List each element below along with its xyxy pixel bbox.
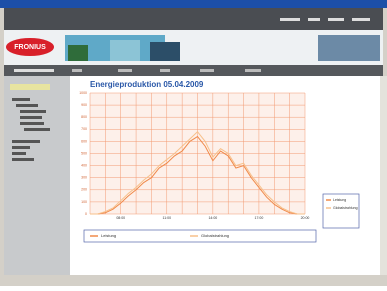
banner-image [110,40,140,61]
sidebar-item[interactable] [12,146,30,149]
nav-item[interactable] [160,69,170,72]
title-bar [0,0,387,8]
y-tick-label: 900 [81,103,87,107]
sidebar-item[interactable] [12,158,34,161]
x-tick-label: 14:00 [208,216,217,220]
x-tick-label: 20:00 [301,216,310,220]
x-tick-label: 17:00 [255,216,264,220]
sidebar-item[interactable] [10,84,50,90]
logo-text: FRONIUS [14,44,46,51]
y-tick-label: 600 [81,139,87,143]
banner-image [318,35,380,61]
nav-item[interactable] [14,69,54,72]
sidebar-item[interactable] [12,140,40,143]
y-tick-label: 200 [81,188,87,192]
top-menu [4,8,383,30]
legend-label: Leistung [333,198,346,202]
sidebar-item[interactable] [12,152,26,155]
nav-bar [4,65,383,76]
scrollbar[interactable] [380,76,387,275]
nav-item[interactable] [200,69,214,72]
x-tick-label: 08:00 [116,216,125,220]
sidebar-item[interactable] [20,110,46,113]
y-tick-label: 700 [81,127,87,131]
browser-window: FRONIUS Energieproduktion 05.04.2009 0 10… [0,0,387,286]
menu-item[interactable] [280,18,300,21]
nav-item[interactable] [245,69,261,72]
y-tick-label: 800 [81,115,87,119]
banner-image [150,42,180,61]
sidebar-item[interactable] [12,98,30,101]
y-tick-label: 500 [81,151,87,155]
y-tick-label: 400 [81,164,87,168]
sidebar-item[interactable] [20,122,44,125]
y-tick-label: 0 [85,212,87,216]
sidebar-item[interactable] [16,104,38,107]
legend-bottom [84,230,316,242]
nav-item[interactable] [118,69,132,72]
menu-item[interactable] [308,18,320,21]
legend-label: Globalstrahlung [333,206,358,210]
x-tick-label: 11:00 [163,216,172,220]
y-tick-label: 1000 [79,91,87,95]
sidebar-item[interactable] [24,128,50,131]
sidebar-item[interactable] [20,116,42,119]
nav-item[interactable] [72,69,82,72]
y-tick-label: 100 [81,200,87,204]
menu-item[interactable] [352,18,370,21]
legend-label: Leistung [101,233,116,238]
menu-item[interactable] [328,18,344,21]
status-bar [0,275,387,286]
y-tick-label: 300 [81,176,87,180]
chart-title: Energieproduktion 05.04.2009 [90,80,204,89]
page: FRONIUS Energieproduktion 05.04.2009 0 10… [0,0,387,286]
banner-image [68,45,88,61]
legend-label: Globalstrahlung [201,233,229,238]
